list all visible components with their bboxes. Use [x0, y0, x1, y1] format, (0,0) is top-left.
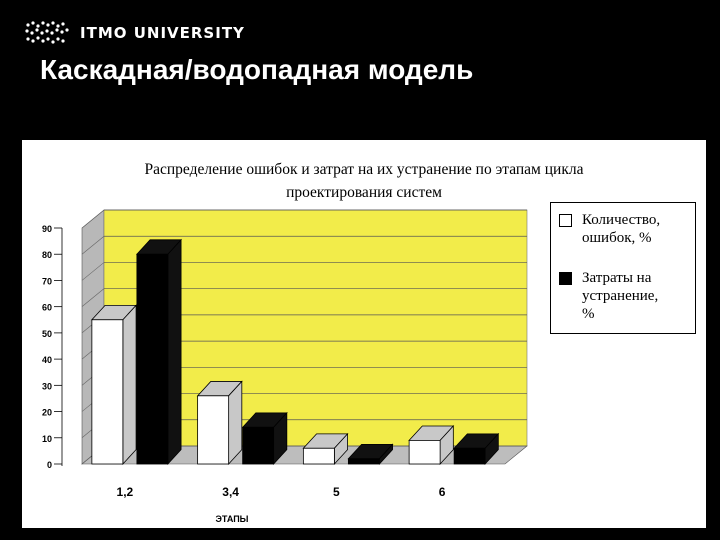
grid-line-side [81, 209, 105, 229]
chart-panel: Распределение ошибок и затрат на их устр… [22, 140, 706, 528]
bar-costs-1-side [167, 238, 182, 466]
legend-label-costs: Затраты на устранение, % [582, 270, 659, 322]
chart-title: Распределение ошибок и затрат на их устр… [22, 158, 706, 204]
chart-title-line-1: Распределение ошибок и затрат на их устр… [144, 161, 584, 178]
x-axis-label: ЭТАПЫ [216, 514, 249, 524]
bar-errors-1-front [91, 319, 124, 465]
bar-errors-2-side [228, 380, 243, 466]
legend-item-errors: Количество, ошибок, % [559, 211, 692, 247]
y-tick-label: 50 [42, 329, 52, 339]
bar-costs-4-front [453, 447, 486, 465]
chart-plot: 0 10 20 30 40 50 60 70 80 90 1,2 3,4 5 6 ЭТАПЫ [42, 209, 528, 524]
y-tick-label: 70 [42, 276, 52, 286]
black-square-icon [559, 272, 572, 285]
slide-title: Каскадная/водопадная модель [40, 54, 474, 85]
bar-errors-2-front [197, 395, 230, 465]
y-tick-label: 60 [42, 303, 52, 313]
x-tick-label: 6 [439, 485, 446, 499]
logo-text: ITMO UNIVERSITY [80, 24, 245, 42]
y-tick-label: 40 [42, 355, 52, 365]
y-tick-label: 90 [42, 224, 52, 234]
y-tick-label: 0 [47, 460, 52, 470]
white-square-icon [559, 214, 572, 227]
chart-legend: Количество, ошибок, % Затраты на устране… [550, 202, 696, 334]
x-tick-label: 1,2 [117, 485, 134, 499]
bar-errors-3-front [302, 447, 335, 465]
legend-item-costs: Затраты на устранение, % [559, 269, 692, 323]
chart-title-line-2: проектирования систем [286, 184, 442, 201]
y-tick-label: 20 [42, 408, 52, 418]
bar-errors-4-front [408, 439, 441, 465]
x-tick-label: 3,4 [222, 485, 239, 499]
y-tick-label: 30 [42, 381, 52, 391]
legend-label-errors: Количество, ошибок, % [582, 212, 661, 246]
bar-errors-1-side [122, 304, 137, 466]
header-logo: ITMO UNIVERSITY [24, 18, 245, 48]
grid-line-side [81, 262, 105, 281]
bar-costs-3-front [347, 458, 380, 465]
grid-line-side [81, 288, 105, 307]
bar-costs-1-front [136, 253, 169, 465]
y-tick-label: 80 [42, 250, 52, 260]
itmo-logo-icon [25, 21, 69, 44]
bar-costs-2-front [242, 426, 275, 465]
x-tick-label: 5 [333, 485, 340, 499]
y-tick-label: 10 [42, 434, 52, 444]
grid-line-side [81, 235, 105, 255]
